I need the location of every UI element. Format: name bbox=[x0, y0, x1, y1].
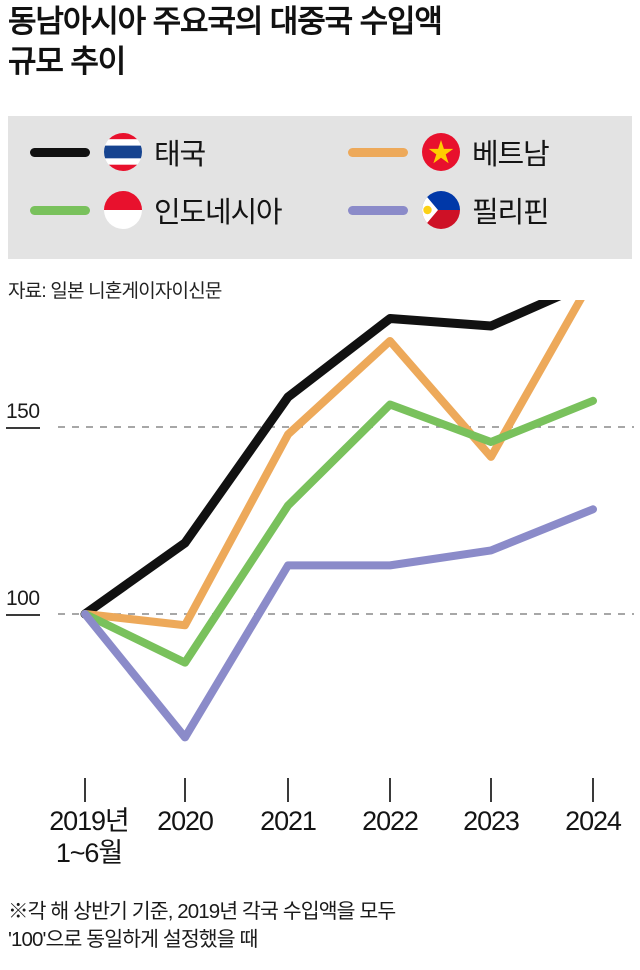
y-axis-tick-150: 150 bbox=[6, 400, 40, 429]
x-axis-tick-mark-5 bbox=[592, 778, 594, 802]
source-note: 자료: 일본 니혼게이자이신문 bbox=[8, 281, 222, 302]
legend-item-thailand: 태국 bbox=[30, 130, 206, 174]
x-axis-tick-mark-0 bbox=[84, 778, 86, 802]
chart-legend: 태국 베트남 인도네시아 bbox=[8, 116, 632, 259]
legend-label-indonesia: 인도네시아 bbox=[154, 197, 283, 229]
legend-label-thailand: 태국 bbox=[154, 139, 206, 171]
x-axis-tick-mark-4 bbox=[490, 778, 492, 802]
x-axis: 2019년 1~6월 2020 2021 2022 2023 2024 bbox=[0, 770, 640, 880]
series-line-베트남 bbox=[81, 300, 585, 630]
vietnam-flag-icon bbox=[422, 133, 460, 171]
x-axis-label-0: 2019년 1~6월 bbox=[49, 806, 130, 868]
legend-item-indonesia: 인도네시아 bbox=[30, 188, 283, 232]
thailand-flag-icon bbox=[104, 133, 142, 171]
x-axis-label-3: 2022 bbox=[362, 806, 419, 836]
legend-item-vietnam: 베트남 bbox=[348, 130, 550, 174]
legend-swatch-indonesia bbox=[30, 205, 90, 215]
x-axis-tick-mark-2 bbox=[287, 778, 289, 802]
philippines-flag-icon bbox=[422, 191, 460, 229]
footnote: ※각 해 상반기 기준, 2019년 각국 수입액을 모두 '100'으로 동일… bbox=[8, 900, 396, 952]
legend-label-philippines: 필리핀 bbox=[472, 197, 550, 229]
x-axis-label-1: 2020 bbox=[157, 806, 214, 836]
x-axis-label-2: 2021 bbox=[260, 806, 317, 836]
series-line-태국 bbox=[80, 300, 562, 619]
gridlines bbox=[58, 426, 634, 615]
page-title: 동남아시아 주요국의 대중국 수입액 규모 추이 bbox=[8, 4, 443, 79]
indonesia-flag-icon bbox=[104, 191, 142, 229]
x-axis-label-4: 2023 bbox=[463, 806, 520, 836]
chart-plot-area bbox=[0, 300, 640, 770]
series-line-필리핀 bbox=[81, 505, 597, 742]
legend-swatch-vietnam bbox=[348, 147, 408, 157]
x-axis-label-5: 2024 bbox=[565, 806, 622, 836]
series-lines bbox=[80, 300, 597, 742]
legend-swatch-philippines bbox=[348, 205, 408, 215]
x-axis-tick-mark-1 bbox=[184, 778, 186, 802]
legend-item-philippines: 필리핀 bbox=[348, 188, 550, 232]
legend-swatch-thailand bbox=[30, 147, 90, 157]
x-axis-tick-mark-3 bbox=[389, 778, 391, 802]
legend-label-vietnam: 베트남 bbox=[472, 139, 550, 171]
series-line-인도네시아 bbox=[81, 396, 597, 667]
y-axis-tick-100: 100 bbox=[6, 587, 40, 616]
